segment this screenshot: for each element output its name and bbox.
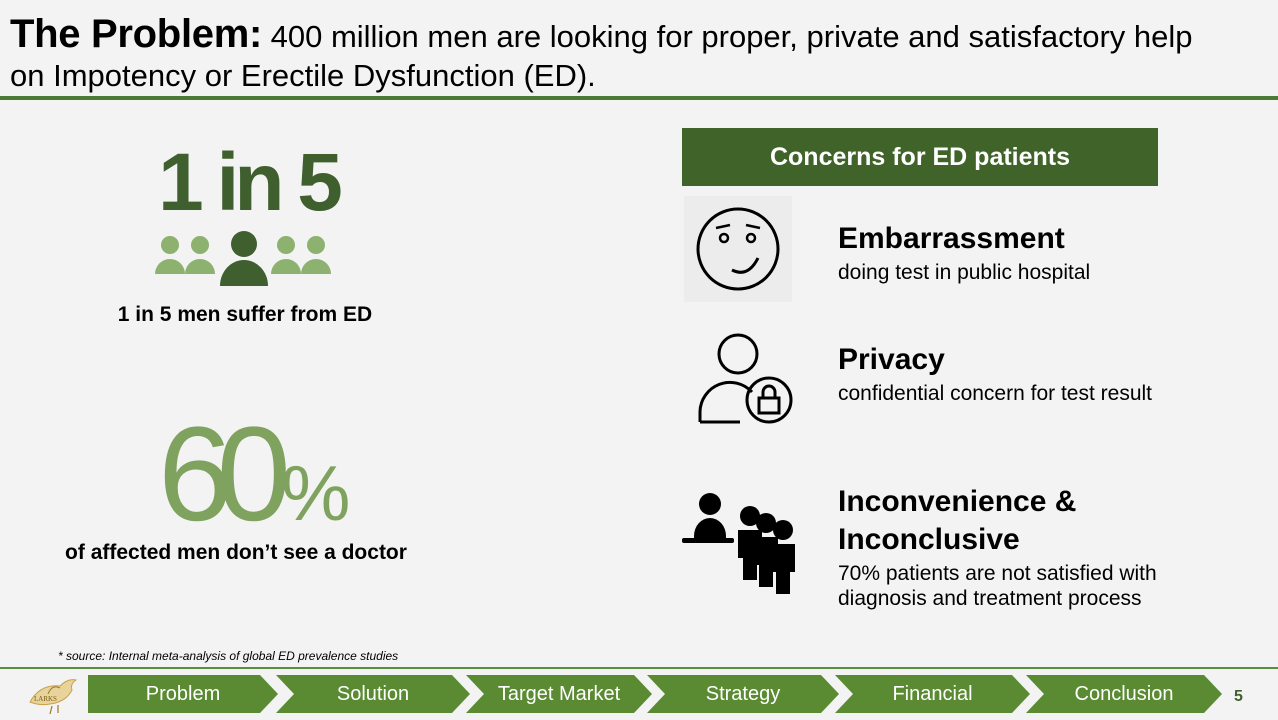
stat-sixty-percent: 60%: [158, 408, 358, 542]
concern-title-privacy: Privacy: [838, 343, 945, 376]
stat-two-percent: %: [281, 449, 351, 537]
nav-target-market[interactable]: Target Market: [466, 675, 652, 713]
concern-desc-embarrassment: doing test in public hospital: [838, 261, 1091, 284]
logo-text: LARKS: [34, 695, 57, 703]
stat-two-number: 60: [158, 400, 291, 549]
slide-title: The Problem: 400 million men are looking…: [0, 0, 1278, 96]
nav-solution[interactable]: Solution: [276, 675, 470, 713]
concern-title-inconvenience: Inconvenience & Inconclusive: [838, 485, 1077, 556]
concern-desc-inconvenience: 70% patients are not satisfied with diag…: [838, 562, 1157, 610]
concern-desc-privacy: confidential concern for test result: [838, 382, 1152, 405]
title-line-1: The Problem: 400 million men are looking…: [10, 12, 1193, 57]
stat-two-caption: of affected men don’t see a doctor: [65, 541, 407, 564]
source-note: * source: Internal meta-analysis of glob…: [58, 649, 399, 663]
stat-one-in-five: 1 in 5: [158, 137, 343, 228]
stat-one-caption: 1 in 5 men suffer from ED: [117, 303, 373, 326]
title-rest: 400 million men are looking for proper, …: [262, 19, 1193, 54]
title-bold: The Problem:: [10, 12, 262, 56]
concerns-header: Concerns for ED patients: [682, 128, 1158, 186]
nav-conclusion[interactable]: Conclusion: [1026, 675, 1222, 713]
embarrassed-face-icon: [684, 196, 792, 302]
nav-financial[interactable]: Financial: [835, 675, 1030, 713]
title-line-2: on Impotency or Erectile Dysfunction (ED…: [10, 58, 596, 93]
footer-divider: [0, 667, 1278, 669]
user-lock-icon: [698, 333, 793, 424]
larks-bird-logo: LARKS: [29, 679, 78, 715]
page-number: 5: [1234, 688, 1243, 705]
nav-problem[interactable]: Problem: [88, 675, 278, 713]
nav-strategy[interactable]: Strategy: [647, 675, 839, 713]
concern-title-embarrassment: Embarrassment: [838, 222, 1065, 255]
queue-people-icon: [682, 493, 795, 594]
people-group-icon: [155, 231, 331, 286]
title-divider: [0, 96, 1278, 100]
